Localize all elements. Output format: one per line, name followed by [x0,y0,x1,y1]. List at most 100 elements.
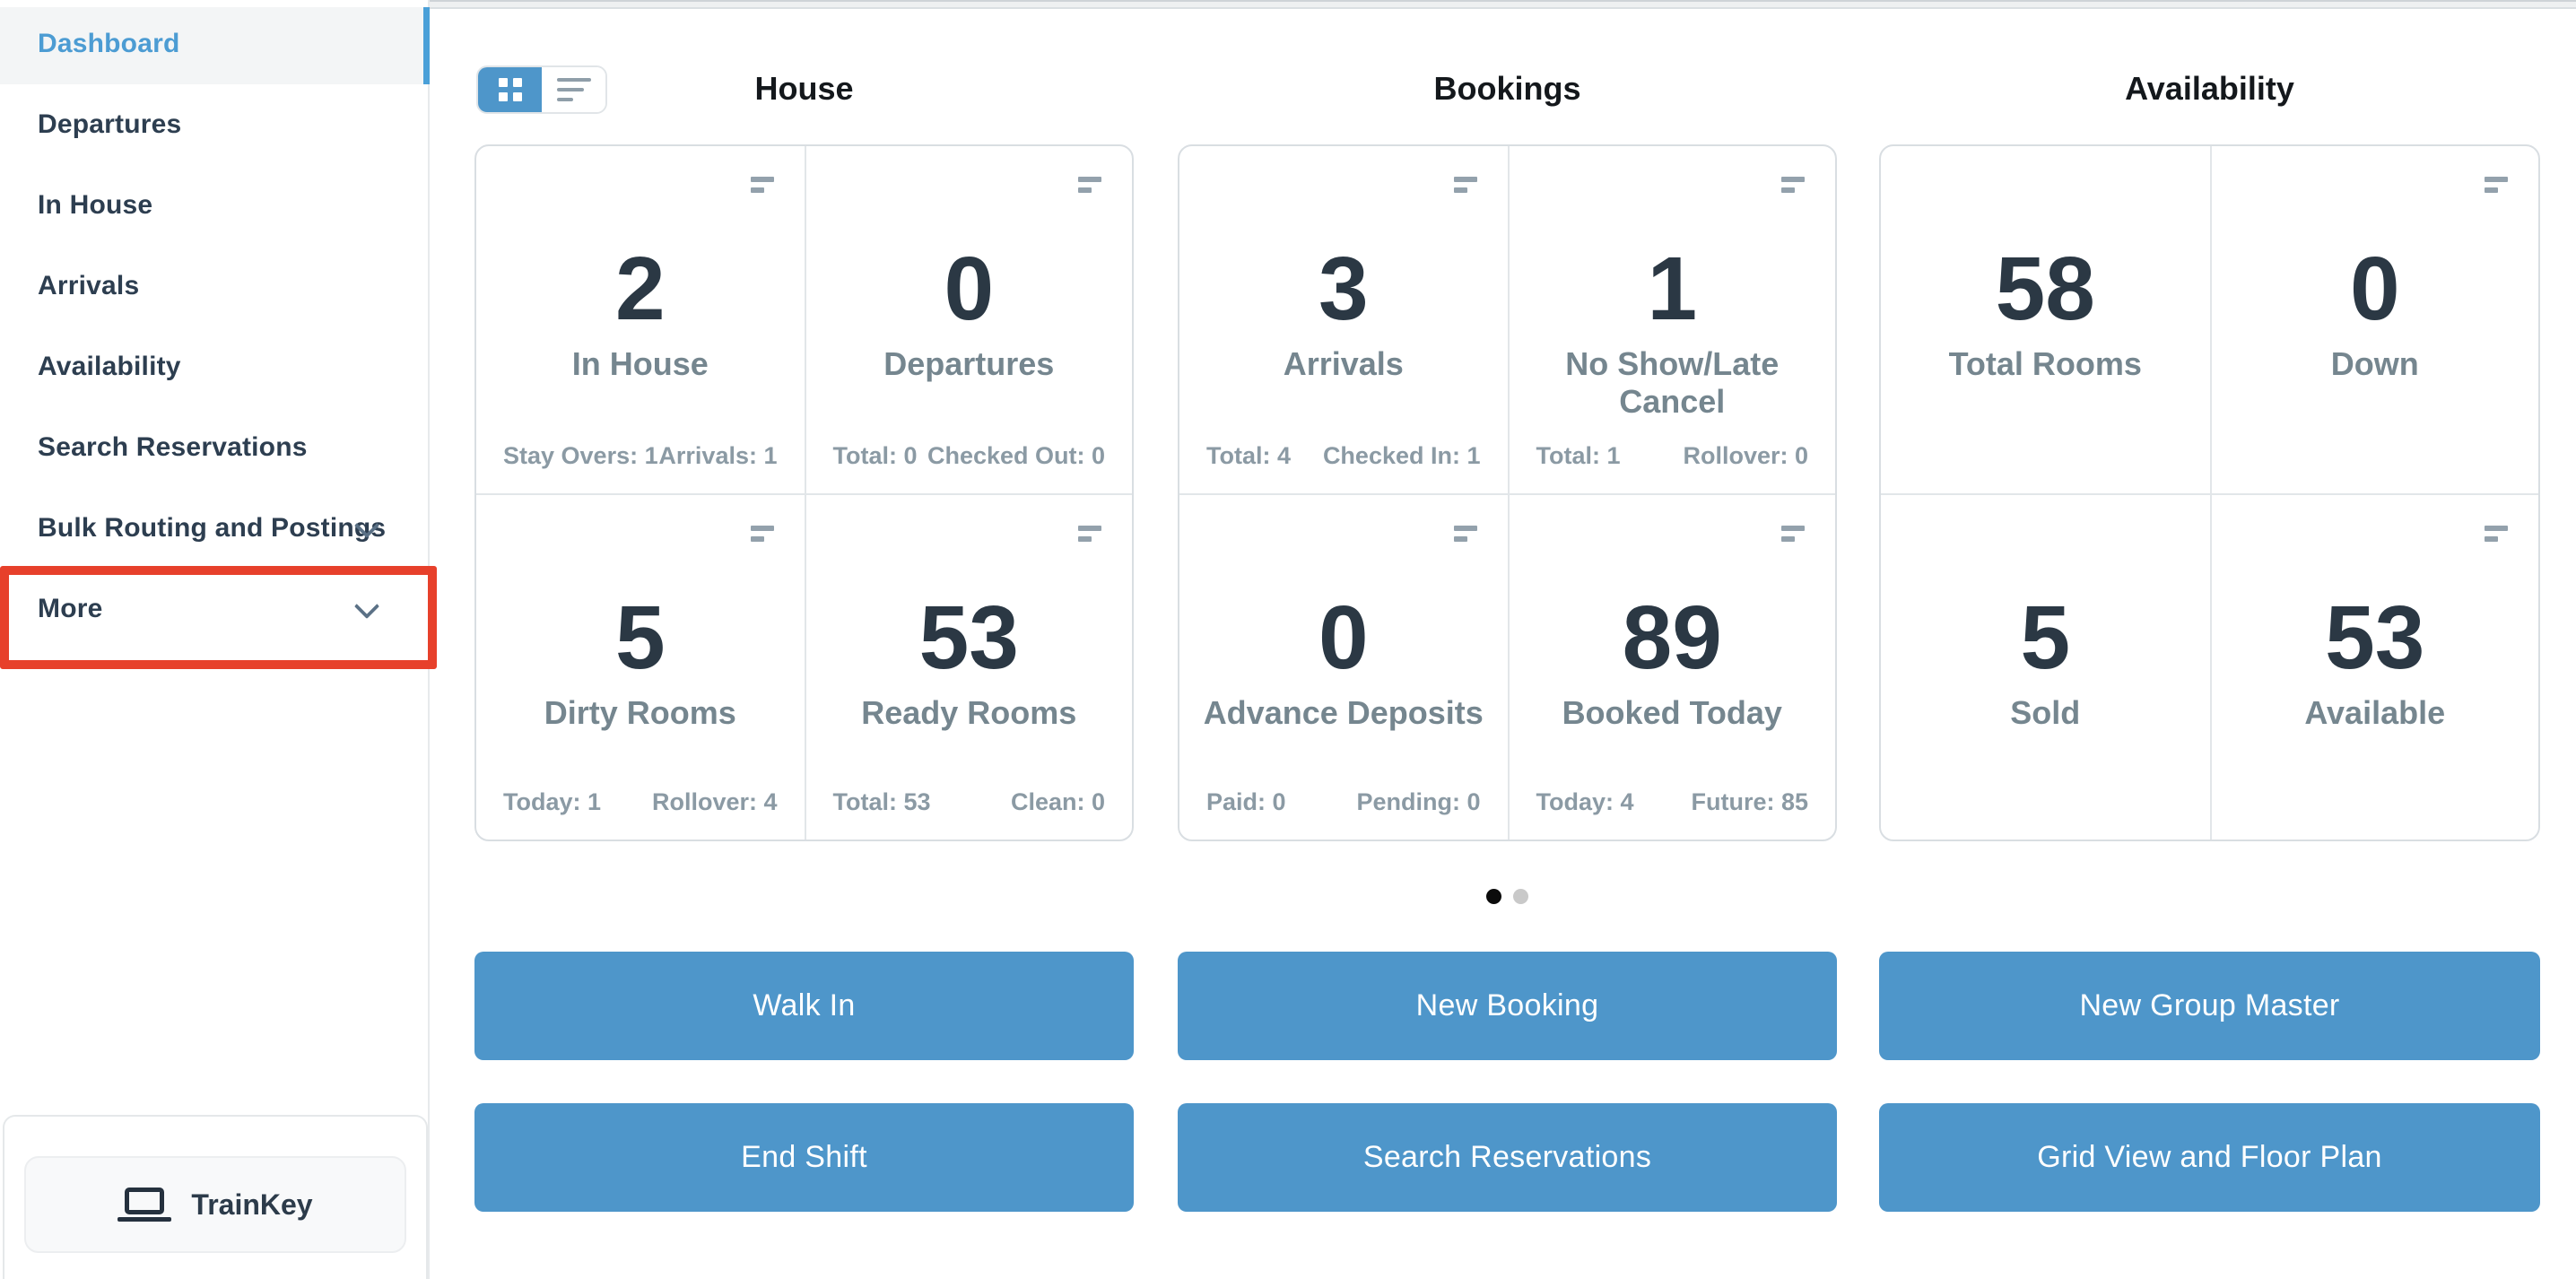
substat-left: Today: 1 [503,788,602,815]
substat-left: Today: 4 [1536,788,1634,815]
house-stat-card: 2 In House Stay Overs: 1 Arrivals: 1 0 D… [474,144,1134,841]
stat-label: Advance Deposits [1203,693,1484,731]
stat-substats: Today: 4 Future: 85 [1536,788,1809,816]
walk-in-button[interactable]: Walk In [474,952,1134,1060]
column-title-house: House [754,70,854,107]
trainkey-button[interactable]: TrainKey [24,1156,406,1253]
stat-substats: Today: 1 Rollover: 4 [503,788,778,816]
substat-right: Checked Out: 0 [927,441,1105,469]
stat-label: Ready Rooms [861,693,1077,731]
end-shift-button[interactable]: End Shift [474,1103,1134,1212]
sidebar-item-more[interactable]: More [0,569,428,649]
pagination-dot-2[interactable] [1513,889,1528,904]
stat-label: Arrivals [1283,345,1404,382]
stat-value: 0 [1318,587,1369,688]
substat-left: Total: 4 [1206,441,1291,469]
column-title-bookings: Bookings [1433,70,1581,107]
column-title-availability: Availability [2125,70,2294,107]
stat-value: 58 [1995,239,2095,339]
card-menu-icon[interactable] [2485,177,2508,193]
substat-left: Total: 1 [1536,441,1621,469]
stat-cell-departures[interactable]: 0 Departures Total: 0 Checked Out: 0 [804,146,1133,493]
trainkey-label: TrainKey [191,1188,313,1221]
stat-substats: Total: 4 Checked In: 1 [1206,442,1481,470]
stat-cell-down[interactable]: 0 Down [2209,146,2539,493]
laptop-icon [117,1188,172,1222]
grid-view-floor-plan-button[interactable]: Grid View and Floor Plan [1879,1103,2540,1212]
sidebar-item-bulk-routing-and-postings[interactable]: Bulk Routing and Postings [0,488,428,569]
list-view-button[interactable] [542,67,605,112]
substat-right: Rollover: 0 [1683,441,1808,469]
card-menu-icon[interactable] [1781,177,1805,193]
stat-cell-dirty-rooms[interactable]: 5 Dirty Rooms Today: 1 Rollover: 4 [476,492,805,840]
stat-cell-in-house[interactable]: 2 In House Stay Overs: 1 Arrivals: 1 [476,146,805,493]
card-menu-icon[interactable] [1078,525,1101,542]
sidebar-item-label: Availability [38,352,181,381]
card-menu-icon[interactable] [1781,525,1805,542]
sidebar-item-label: Arrivals [38,271,140,300]
stat-value: 53 [918,587,1019,688]
availability-stat-card: 58 Total Rooms 0 Down 5 Sold 53 Availabl… [1879,144,2540,841]
sidebar-item-label: More [38,594,103,623]
stat-cell-available[interactable]: 53 Available [2209,492,2538,840]
carousel-pagination [1178,889,1837,904]
sidebar-nav: Dashboard Departures In House Arrivals A… [0,0,430,649]
card-menu-icon[interactable] [1078,177,1101,193]
stat-label: No Show/Late Cancel [1565,345,1780,420]
stat-substats: Total: 1 Rollover: 0 [1536,442,1809,470]
stat-value: 1 [1647,239,1698,339]
bookings-stat-card: 3 Arrivals Total: 4 Checked In: 1 1 No S… [1178,144,1837,841]
search-reservations-button[interactable]: Search Reservations [1178,1103,1837,1212]
new-group-master-button[interactable]: New Group Master [1879,952,2540,1060]
substat-right: Arrivals: 1 [658,441,778,469]
sidebar-item-dashboard[interactable]: Dashboard [0,4,430,84]
stat-value: 89 [1622,587,1722,688]
stat-value: 3 [1318,239,1369,339]
sidebar-item-departures[interactable]: Departures [0,84,428,165]
sidebar-item-in-house[interactable]: In House [0,165,428,246]
stat-substats: Stay Overs: 1 Arrivals: 1 [503,442,778,470]
new-booking-button[interactable]: New Booking [1178,952,1837,1060]
sidebar-item-label: Dashboard [38,29,180,58]
stat-value: 53 [2325,587,2425,688]
sidebar-item-arrivals[interactable]: Arrivals [0,246,428,326]
grid-view-icon [498,78,522,101]
sidebar-item-label: In House [38,190,153,220]
stat-label: In House [571,345,709,382]
card-menu-icon[interactable] [2485,525,2508,542]
card-menu-icon[interactable] [1453,525,1477,542]
substat-right: Future: 85 [1691,788,1808,815]
stat-substats: Total: 0 Checked Out: 0 [833,442,1106,470]
stat-cell-ready-rooms[interactable]: 53 Ready Rooms Total: 53 Clean: 0 [804,492,1132,840]
stat-substats: Paid: 0 Pending: 0 [1206,788,1481,816]
sidebar: Dashboard Departures In House Arrivals A… [0,0,437,1279]
card-menu-icon[interactable] [750,177,774,193]
stat-substats: Total: 53 Clean: 0 [833,788,1106,816]
substat-right: Clean: 0 [1010,788,1105,815]
list-view-icon [556,78,591,101]
stat-cell-total-rooms[interactable]: 58 Total Rooms [1881,146,2210,493]
trainkey-panel: TrainKey [3,1115,428,1279]
stat-label: Sold [2010,693,2081,731]
substat-left: Stay Overs: 1 [503,441,658,469]
stat-cell-arrivals[interactable]: 3 Arrivals Total: 4 Checked In: 1 [1179,146,1508,493]
stat-cell-no-show-late-cancel[interactable]: 1 No Show/Late Cancel Total: 1 Rollover:… [1507,146,1836,493]
card-menu-icon[interactable] [1453,177,1477,193]
card-menu-icon[interactable] [750,525,774,542]
stat-value: 5 [614,587,666,688]
substat-right: Pending: 0 [1356,788,1481,815]
stat-cell-sold[interactable]: 5 Sold [1881,492,2210,840]
stat-cell-booked-today[interactable]: 89 Booked Today Today: 4 Future: 85 [1507,492,1835,840]
stat-label: Departures [883,345,1055,382]
sidebar-item-availability[interactable]: Availability [0,326,428,407]
substat-right: Rollover: 4 [651,788,778,815]
sidebar-item-search-reservations[interactable]: Search Reservations [0,407,428,488]
stat-cell-advance-deposits[interactable]: 0 Advance Deposits Paid: 0 Pending: 0 [1179,492,1508,840]
grid-view-button[interactable] [478,67,542,112]
pagination-dot-1[interactable] [1486,889,1501,904]
top-strip [430,0,2576,9]
substat-left: Total: 0 [832,441,918,469]
sidebar-item-label: Departures [38,109,182,139]
stat-value: 0 [944,239,995,339]
